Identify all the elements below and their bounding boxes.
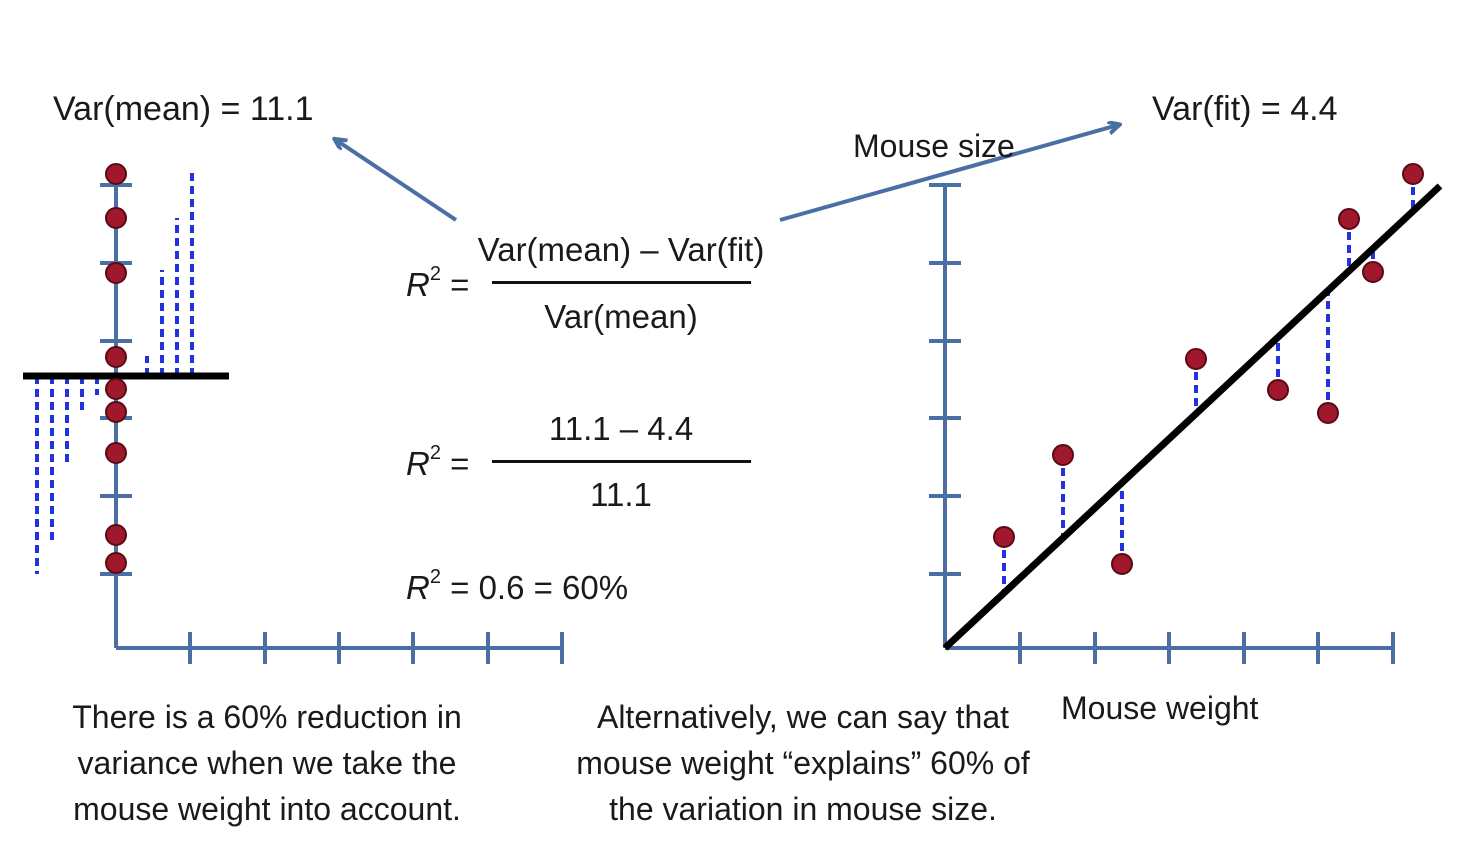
- right-plot: [929, 163, 1443, 664]
- center-explanation: Alternatively, we can say that mouse wei…: [548, 694, 1058, 832]
- eq1-lhs: R2 =: [406, 263, 470, 303]
- left-data-point: [105, 524, 127, 546]
- var-fit-label: Var(fit) = 4.4: [1152, 90, 1338, 128]
- left-points: [105, 163, 127, 574]
- left-data-point: [105, 442, 127, 464]
- var-mean-label: Var(mean) = 11.1: [53, 90, 314, 128]
- eq1-denominator: Var(mean): [544, 298, 698, 335]
- mouse-weight-label: Mouse weight: [1061, 690, 1259, 726]
- right-residual-lines: [1002, 174, 1415, 590]
- left-data-point: [105, 207, 127, 229]
- eq2-denominator: 11.1: [590, 476, 652, 513]
- right-fit-line: [942, 183, 1443, 651]
- left-data-point: [105, 262, 127, 284]
- arrow-to-var-mean: [336, 140, 458, 222]
- mouse-size-label: Mouse size: [853, 128, 1015, 164]
- right-data-point: [1402, 163, 1424, 185]
- left-data-point: [105, 346, 127, 368]
- right-data-point: [1052, 444, 1074, 466]
- center-explanation-line: mouse weight “explains” 60% of: [576, 745, 1030, 781]
- arrow-to-var-fit: [779, 125, 1118, 222]
- r-squared-symbol: R2: [406, 566, 441, 606]
- eq1-numerator: Var(mean) – Var(fit): [477, 231, 765, 268]
- right-data-point: [1317, 402, 1339, 424]
- right-data-point: [1338, 208, 1360, 230]
- right-axes: [929, 183, 1395, 664]
- right-points: [993, 163, 1424, 575]
- left-residual-bars: [35, 170, 194, 574]
- r-squared-symbol: R2: [406, 263, 441, 303]
- left-data-point: [105, 378, 127, 400]
- center-explanation-line: the variation in mouse size.: [609, 791, 997, 827]
- eq3-result: R2 = 0.6 = 60%: [406, 566, 629, 606]
- left-plot: [23, 163, 564, 664]
- left-explanation-line: There is a 60% reduction in: [72, 699, 462, 735]
- right-data-point: [1185, 348, 1207, 370]
- right-data-point: [1111, 553, 1133, 575]
- eq2-fraction-bar: [492, 460, 751, 463]
- left-explanation-line: mouse weight into account.: [73, 791, 461, 827]
- left-explanation-line: variance when we take the: [77, 745, 457, 781]
- right-data-point: [993, 526, 1015, 548]
- eq2-numerator: 11.1 – 4.4: [548, 410, 694, 447]
- right-data-point: [1267, 379, 1289, 401]
- left-data-point: [105, 163, 127, 185]
- center-explanation-line: Alternatively, we can say that: [596, 699, 1010, 735]
- arrows: [336, 125, 1118, 222]
- left-data-point: [105, 401, 127, 423]
- eq1-fraction-bar: [492, 281, 751, 284]
- r-squared-symbol: R2: [406, 442, 441, 482]
- eq2-lhs: R2 =: [406, 442, 470, 482]
- left-data-point: [105, 552, 127, 574]
- right-data-point: [1362, 261, 1384, 283]
- left-explanation: There is a 60% reduction in variance whe…: [40, 694, 494, 832]
